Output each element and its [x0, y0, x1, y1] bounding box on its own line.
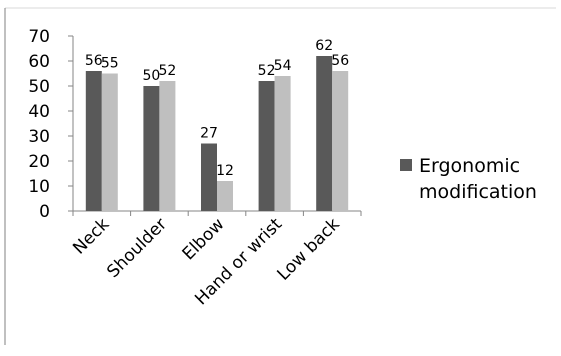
y-tick-label: 10 — [28, 177, 50, 197]
legend-swatch — [400, 159, 412, 171]
bar-series-1 — [85, 71, 102, 211]
x-tick-label: Neck — [69, 214, 113, 258]
data-label-series-2: 54 — [274, 58, 292, 74]
data-label-series-1: 50 — [142, 68, 160, 84]
x-tick-label: Elbow — [179, 214, 229, 264]
y-tick-label: 20 — [28, 152, 50, 172]
data-label-series-2: 55 — [101, 56, 119, 72]
data-label-series-2: 56 — [331, 53, 349, 69]
y-tick-label: 70 — [28, 27, 50, 47]
bar-series-2 — [274, 76, 291, 211]
legend-label: Ergonomic modification — [419, 155, 537, 203]
y-tick-label: 50 — [28, 77, 50, 97]
y-tick-label: 30 — [28, 127, 50, 147]
y-tick-label: 60 — [28, 52, 50, 72]
y-tick-label: 0 — [39, 202, 50, 222]
bar-series-1 — [201, 143, 217, 211]
bar-series-2 — [101, 73, 118, 211]
bar-series-2 — [332, 71, 349, 211]
bar-series-1 — [143, 86, 160, 211]
data-label-series-2: 12 — [216, 163, 234, 179]
data-label-series-1: 52 — [258, 63, 276, 79]
bar-series-2 — [159, 81, 176, 211]
bar-series-1 — [258, 81, 275, 211]
data-label-series-1: 62 — [315, 38, 333, 54]
y-tick-label: 40 — [28, 102, 50, 122]
bar-series-2 — [217, 181, 233, 211]
data-label-series-2: 52 — [158, 63, 176, 79]
data-label-series-1: 56 — [85, 53, 103, 69]
x-tick-label: Low back — [274, 214, 344, 284]
data-label-series-1: 27 — [200, 126, 218, 142]
x-tick-label: Shoulder — [103, 214, 171, 282]
bar-series-1 — [316, 56, 333, 211]
